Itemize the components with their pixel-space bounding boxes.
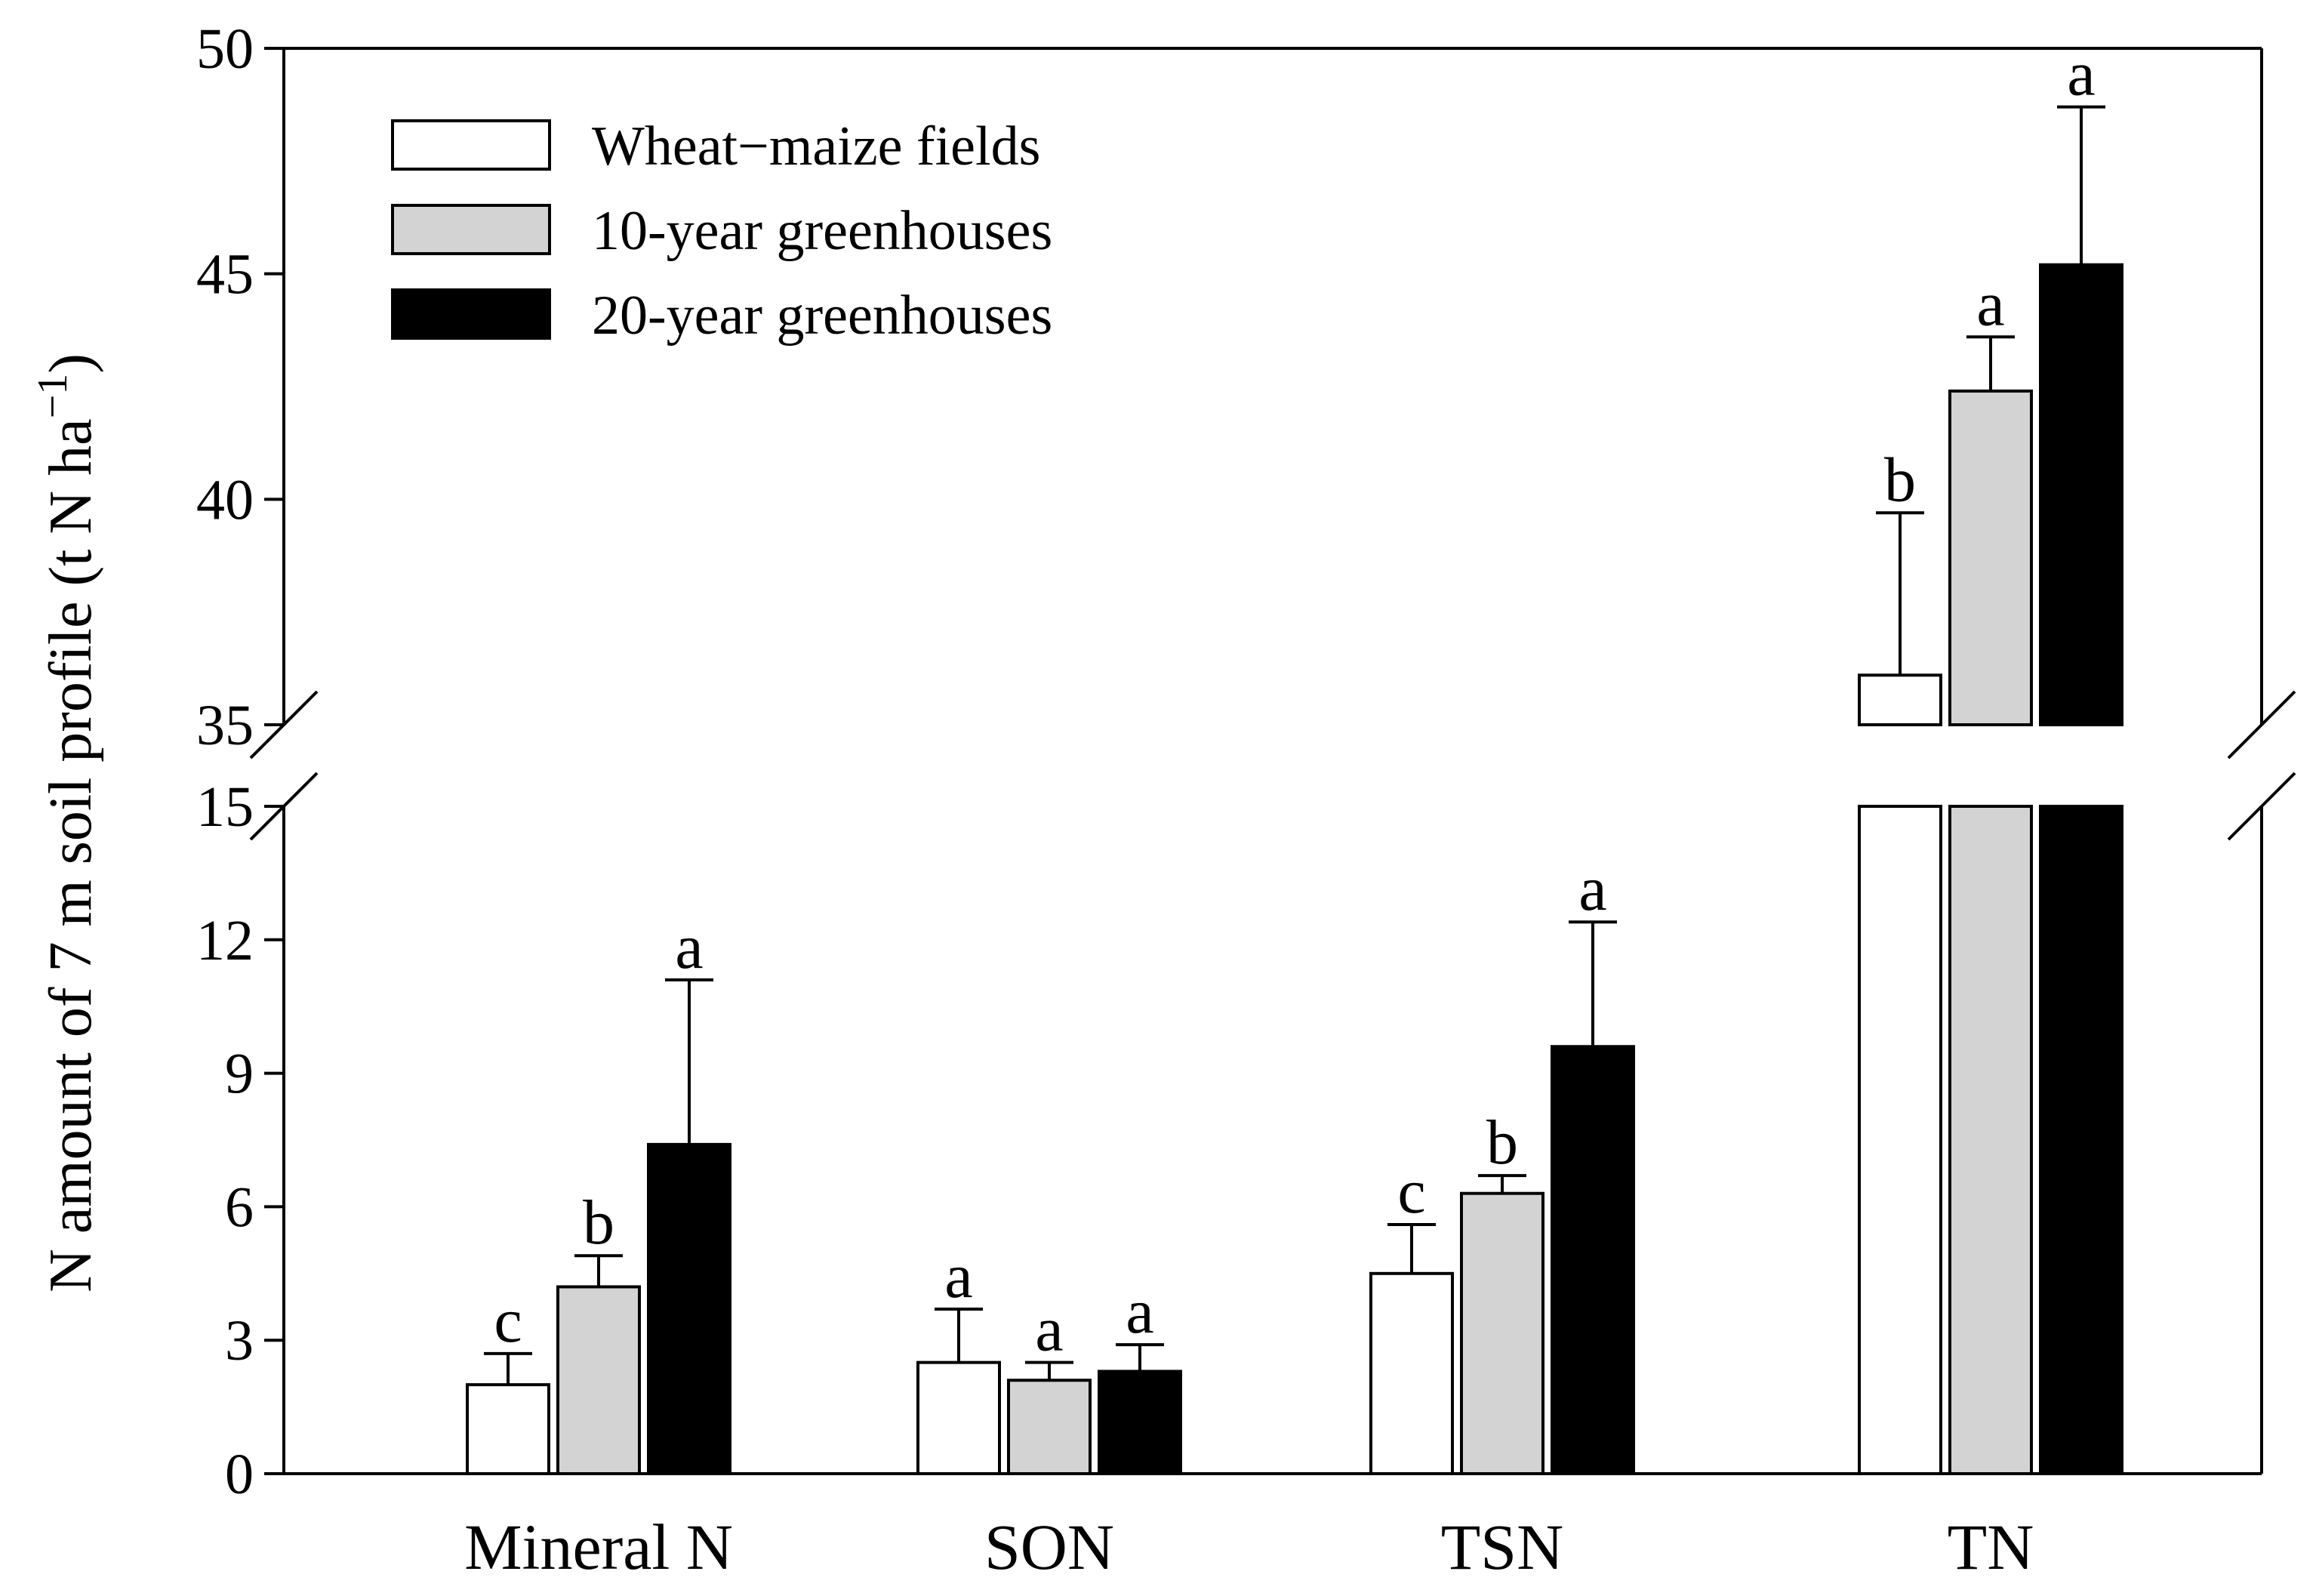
legend-swatch: [391, 204, 551, 255]
legend-swatch: [391, 119, 551, 171]
axis-break-mark: [2227, 772, 2296, 841]
y-tick-label: 40: [196, 468, 254, 531]
significance-letter: a: [1976, 269, 2004, 339]
significance-letter: b: [583, 1188, 614, 1258]
bar: [1369, 1271, 1454, 1476]
x-tick-label: TN: [1948, 1511, 2034, 1583]
significance-letter: a: [2067, 39, 2095, 109]
legend-label: 20-year greenhouses: [592, 285, 1052, 347]
error-bars-layer: [484, 105, 2105, 1385]
bar-lower-segment: [1948, 805, 2033, 1475]
significance-letter: a: [1578, 854, 1606, 924]
y-tick-label: 45: [196, 243, 254, 307]
x-tick-label: SON: [984, 1511, 1114, 1583]
legend-label: 10-year greenhouses: [592, 200, 1052, 262]
bar-lower-segment: [2039, 805, 2123, 1475]
y-tick-label: 12: [196, 909, 254, 972]
bar: [647, 1142, 731, 1475]
bar: [466, 1383, 550, 1475]
bar-break-gap: [1945, 726, 2036, 805]
bar-upper-segment: [1948, 389, 2033, 726]
bar-upper-segment: [2039, 263, 2123, 727]
significance-letter: a: [1126, 1277, 1153, 1347]
bar: [1098, 1370, 1182, 1476]
bar-upper-segment: [1858, 673, 1942, 726]
significance-letter: b: [1884, 445, 1916, 515]
legend-swatch: [391, 288, 551, 340]
x-tick-label: Mineral N: [464, 1511, 733, 1583]
bar: [1460, 1191, 1544, 1475]
y-tick-label: 3: [225, 1309, 254, 1373]
y-axis-ticks: 0 3 6 9 12 15 35 40 45 50: [196, 17, 284, 1506]
significance-letter: c: [1397, 1157, 1425, 1227]
bars-layer: [466, 263, 2127, 1476]
significance-letter: a: [1035, 1295, 1063, 1365]
bar-lower-segment: [1858, 805, 1942, 1475]
legend: Wheat−maize fields 10-year greenhouses 20-…: [391, 116, 1052, 347]
axis-break-mark: [2227, 690, 2296, 759]
significance-letter: a: [675, 912, 703, 982]
y-tick-label: 6: [225, 1175, 254, 1239]
significance-letter: b: [1486, 1108, 1518, 1178]
legend-label: Wheat−maize fields: [592, 116, 1040, 177]
significance-letter: a: [944, 1241, 972, 1311]
significance-letter: c: [494, 1286, 522, 1356]
x-tick-label: TSN: [1441, 1511, 1563, 1583]
y-tick-label: 50: [196, 17, 254, 81]
bar: [1007, 1379, 1092, 1475]
bar: [556, 1285, 641, 1475]
bar-break-gap: [1855, 726, 1945, 805]
bar-break-gap: [2036, 726, 2127, 805]
y-tick-label: 0: [225, 1443, 254, 1506]
y-axis-label: N amount of 7 m soil profile (t N ha−1): [29, 353, 104, 1293]
y-tick-label: 9: [225, 1043, 254, 1106]
y-tick-label: 35: [196, 694, 254, 757]
bar: [916, 1360, 1001, 1475]
bar: [1551, 1045, 1635, 1475]
y-tick-label: 15: [196, 775, 254, 839]
